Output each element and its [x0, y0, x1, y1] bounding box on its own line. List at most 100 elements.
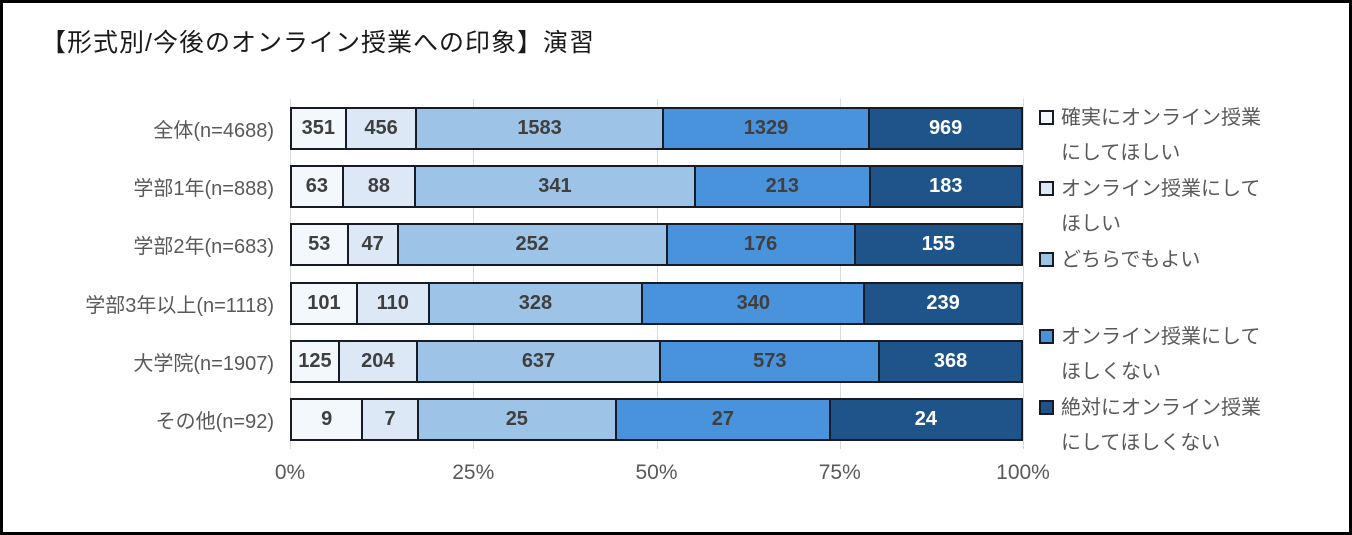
bar-segment: 1583 — [417, 108, 664, 148]
segment-value-label: 125 — [298, 349, 332, 372]
bar-row: 9 7 25 27 24 — [290, 398, 1023, 442]
bar-row: 125 204 637 573 368 — [290, 339, 1023, 383]
gridline — [839, 99, 841, 449]
segment-value-label: 183 — [929, 174, 963, 197]
legend-swatch — [1039, 181, 1054, 196]
segment-value-label: 969 — [928, 116, 963, 139]
legend-label-line: オンライン授業にして — [1061, 178, 1261, 200]
legend-item: 確実にオンライン授業 にしてほしい — [1039, 101, 1344, 171]
segment-value-label: 252 — [515, 233, 549, 256]
segment-value-label: 27 — [711, 408, 734, 431]
x-tick-label: 0% — [274, 461, 306, 484]
legend-swatch — [1039, 252, 1054, 267]
segment-value-label: 213 — [765, 174, 799, 197]
x-tick-label: 50% — [635, 461, 678, 484]
segment-value-label: 110 — [376, 291, 409, 314]
bar-segment: 25 — [418, 400, 617, 440]
legend-item: どちらでもよい — [1039, 243, 1344, 278]
bar-segment: 176 — [667, 225, 856, 265]
x-tick-label: 75% — [818, 461, 861, 484]
bar-segment: 637 — [417, 341, 662, 381]
plot-area: 351 456 1583 1329 969 63 88 341 213 183 53 47 252 176… — [290, 99, 1024, 449]
segment-value-label: 88 — [367, 174, 390, 197]
segment-value-label: 1583 — [517, 116, 562, 139]
segment-value-label: 63 — [305, 174, 328, 197]
bar-segment: 252 — [398, 225, 668, 265]
legend: 確実にオンライン授業 にしてほしい オンライン授業にして ほしい どちらでもよい オンライ… — [1039, 101, 1344, 462]
bar-segment: 110 — [357, 283, 430, 323]
x-tick-label: 25% — [452, 461, 495, 484]
bar-row: 101 110 328 340 239 — [290, 281, 1023, 325]
gridline — [473, 99, 475, 449]
segment-value-label: 101 — [307, 291, 341, 314]
segment-value-label: 9 — [321, 408, 333, 431]
gridline — [290, 99, 291, 449]
bar-segment: 27 — [616, 400, 831, 440]
category-axis: 全体(n=4688) 学部1年(n=888) 学部2年(n=683) 学部3年以上(n… — [3, 99, 283, 449]
x-tick-label: 100% — [996, 461, 1050, 484]
legend-label-line: ほしくない — [1061, 361, 1161, 383]
bar-row: 53 47 252 176 155 — [290, 223, 1023, 267]
segment-value-label: 176 — [743, 233, 778, 256]
segment-value-label: 47 — [361, 233, 384, 256]
legend-swatch — [1039, 329, 1054, 344]
bar-segment: 7 — [363, 400, 419, 440]
bar-segment: 573 — [661, 341, 881, 381]
legend-item-label: オンライン授業にして ほしくない — [1061, 320, 1260, 390]
category-label: 学部1年(n=888) — [133, 177, 274, 200]
bar-segment: 63 — [292, 166, 344, 206]
segment-value-label: 53 — [308, 233, 331, 256]
legend-swatch — [1039, 400, 1054, 415]
segment-value-label: 24 — [914, 408, 937, 431]
bar-segment: 351 — [292, 108, 347, 148]
legend-swatch — [1039, 110, 1054, 125]
legend-label-line: にしてほしい — [1061, 142, 1181, 164]
category-label: その他(n=92) — [155, 411, 274, 434]
bar-segment: 456 — [346, 108, 418, 148]
category-label: 大学院(n=1907) — [133, 352, 274, 375]
bar-row: 63 88 341 213 183 — [290, 164, 1023, 208]
chart-title: 【形式別/今後のオンライン授業への印象】演習 — [41, 29, 595, 57]
gridline — [1023, 99, 1024, 449]
legend-item-label: オンライン授業にして ほしい — [1061, 172, 1260, 242]
x-axis: 0% 25% 50% 75% 100% — [275, 461, 1050, 489]
bar-segment: 101 — [292, 283, 358, 323]
segment-value-label: 1329 — [743, 116, 789, 139]
legend-item-label: 確実にオンライン授業 にしてほしい — [1061, 101, 1261, 171]
bar-segment: 125 — [292, 341, 340, 381]
bar-segment: 53 — [292, 225, 349, 265]
legend-label-line: ほしい — [1061, 213, 1121, 235]
bar-segment: 328 — [429, 283, 644, 323]
bar-segment: 88 — [343, 166, 416, 206]
category-label: 学部2年(n=683) — [133, 236, 274, 259]
segment-value-label: 204 — [361, 349, 395, 372]
bar-segment: 204 — [339, 341, 418, 381]
segment-value-label: 239 — [926, 291, 960, 314]
gridline — [656, 99, 658, 449]
category-label: 全体(n=4688) — [153, 119, 274, 142]
bar-segment: 341 — [415, 166, 696, 206]
bars-layer: 351 456 1583 1329 969 63 88 341 213 183 53 47 252 176… — [290, 99, 1023, 449]
bar-segment: 213 — [695, 166, 871, 206]
bar-segment: 47 — [348, 225, 399, 265]
legend-label-line: オンライン授業にして — [1061, 326, 1261, 348]
legend-item: オンライン授業にして ほしくない — [1039, 320, 1344, 390]
segment-value-label: 368 — [933, 349, 968, 372]
legend-label-line: どちらでもよい — [1061, 249, 1201, 271]
legend-item-label: 絶対にオンライン授業 にしてほしくない — [1061, 391, 1261, 461]
bar-segment: 239 — [865, 283, 1021, 323]
legend-item-label: どちらでもよい — [1061, 243, 1200, 278]
segment-value-label: 456 — [364, 116, 398, 139]
bar-segment: 969 — [870, 108, 1021, 148]
bar-segment: 1329 — [663, 108, 871, 148]
bar-segment: 9 — [292, 400, 364, 440]
bar-segment: 24 — [830, 400, 1021, 440]
bar-segment: 183 — [870, 166, 1021, 206]
legend-item: オンライン授業にして ほしい — [1039, 172, 1344, 242]
bar-segment: 340 — [643, 283, 866, 323]
segment-value-label: 573 — [753, 349, 787, 372]
category-label: 学部3年以上(n=1118) — [85, 294, 274, 317]
legend-item: 絶対にオンライン授業 にしてほしくない — [1039, 391, 1344, 461]
segment-value-label: 637 — [521, 349, 556, 372]
